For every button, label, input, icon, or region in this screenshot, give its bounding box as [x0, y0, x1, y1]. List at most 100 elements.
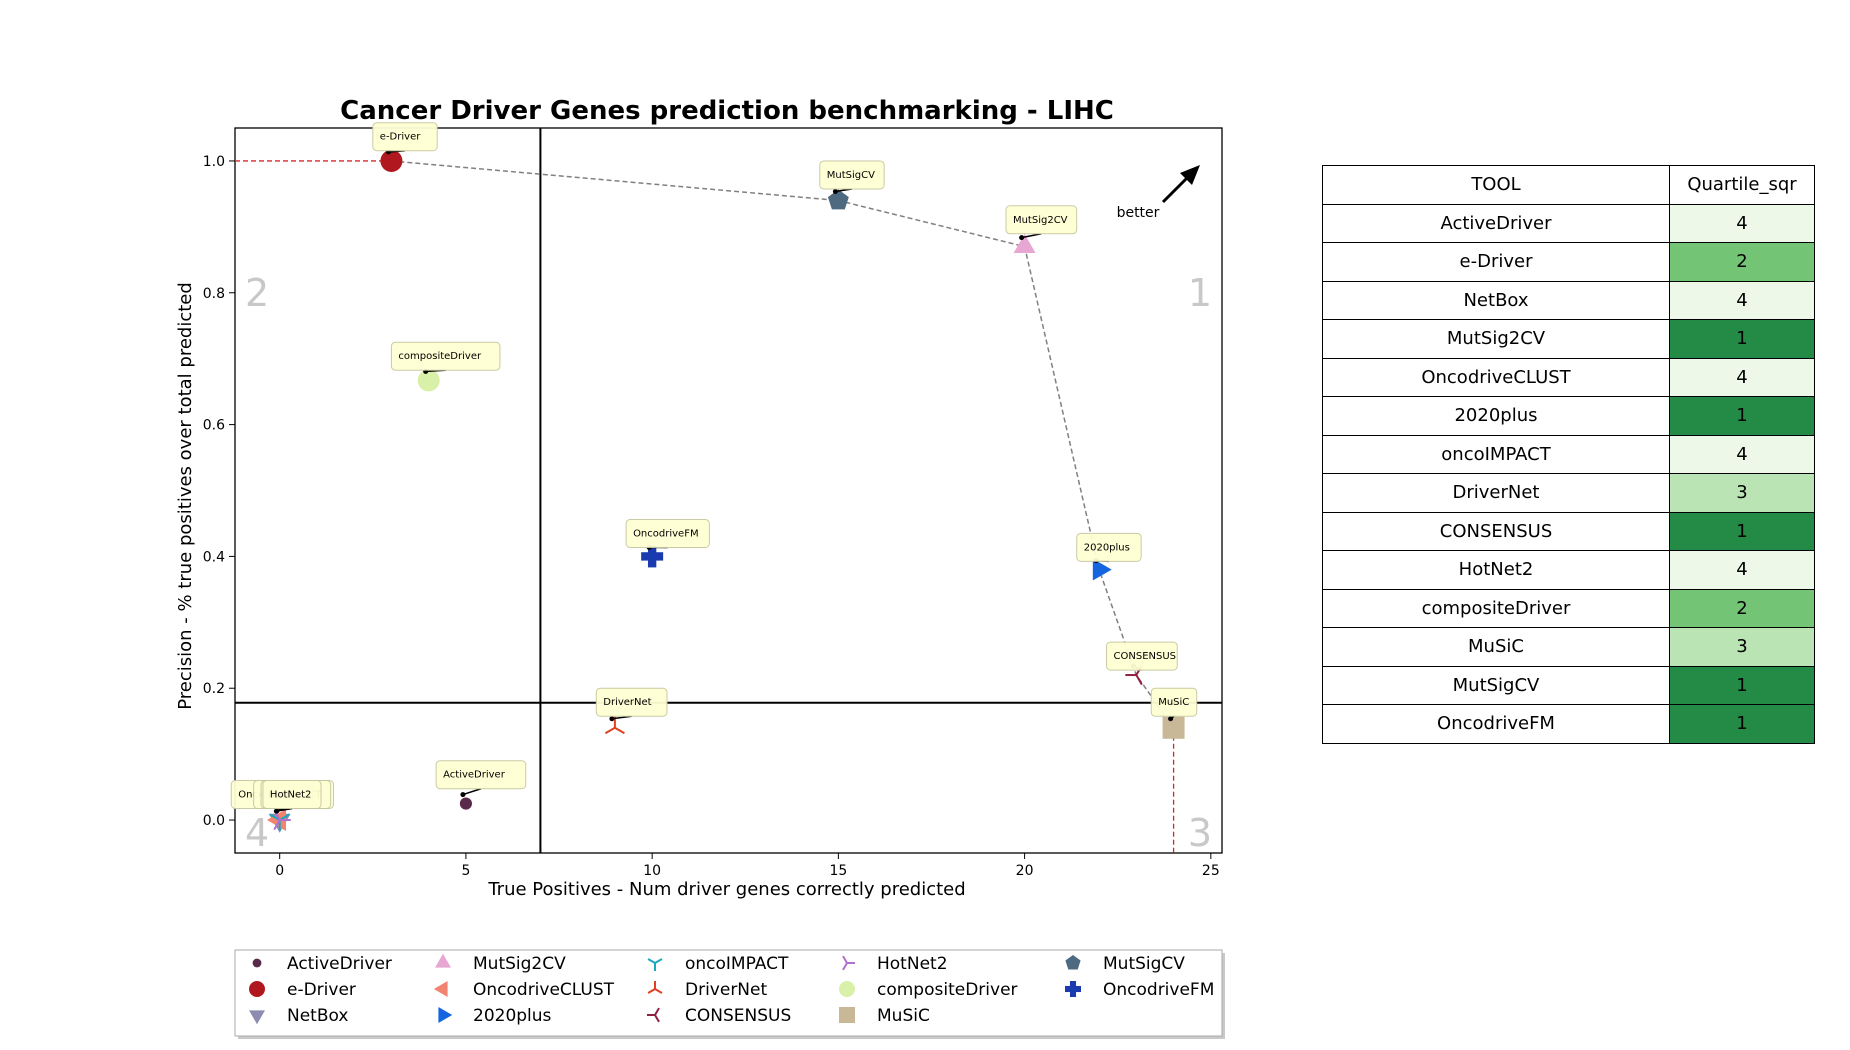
legend: ActiveDriver e-Driver NetBox MutSig2CV Oncod…	[234, 949, 1225, 1039]
annotation-label: OncodriveFM	[633, 529, 699, 540]
legend-marker	[839, 981, 855, 997]
better-arrow-shaft	[1161, 173, 1192, 204]
x-tick-label: 5	[461, 863, 470, 879]
legend-label: DriverNet	[685, 980, 767, 1000]
x-tick-label: 25	[1202, 863, 1220, 879]
legend-marker	[839, 1007, 855, 1023]
annotation: OncodriveFM	[625, 519, 710, 550]
legend-marker	[1065, 955, 1081, 970]
data-point	[1162, 716, 1185, 739]
table-cell-quartile: 4	[1669, 434, 1815, 474]
table-cell-quartile: 4	[1669, 203, 1815, 243]
y-tick-label: 0.4	[203, 549, 225, 565]
table-cell-tool: MutSigCV	[1322, 665, 1670, 705]
legend-marker	[438, 1007, 453, 1023]
plot-frame	[234, 127, 1223, 854]
table-row: MutSigCV 1	[1322, 665, 1815, 705]
table-cell-tool: OncodriveCLUST	[1322, 357, 1670, 397]
table-row: CONSENSUS 1	[1322, 511, 1815, 551]
legend-label: e-Driver	[287, 980, 356, 1000]
legend-label: HotNet2	[877, 954, 948, 974]
table-header-row: TOOL Quartile_sqr	[1322, 165, 1815, 205]
legend-marker	[252, 958, 262, 968]
legend-label: compositeDriver	[877, 980, 1018, 1000]
annotation-label: MutSigCV	[827, 170, 875, 181]
table-cell-quartile: 1	[1669, 511, 1815, 551]
table-cell-quartile: 2	[1669, 588, 1815, 628]
legend-label: OncodriveCLUST	[473, 980, 615, 1000]
table-cell-quartile: 1	[1669, 704, 1815, 744]
annotation: ActiveDriver	[435, 760, 527, 798]
legend-label: MuSiC	[877, 1006, 930, 1026]
table-cell-quartile: 4	[1669, 550, 1815, 590]
legend-label: 2020plus	[473, 1006, 552, 1026]
table-cell-quartile: 1	[1669, 396, 1815, 436]
table-cell-quartile: 3	[1669, 627, 1815, 667]
table-row: NetBox 4	[1322, 280, 1815, 320]
quartile-table: TOOL Quartile_sqr ActiveDriver 4 e-Driver 2…	[1322, 165, 1815, 744]
table-row: MuSiC 3	[1322, 627, 1815, 667]
table-cell-quartile: 3	[1669, 473, 1815, 513]
y-tick-label: 0.2	[203, 681, 225, 697]
y-axis-label: Precision - % true positives over total …	[175, 282, 196, 710]
pareto-frontier-line	[391, 160, 1175, 729]
table-row: DriverNet 3	[1322, 473, 1815, 513]
table-cell-tool: ActiveDriver	[1322, 203, 1670, 243]
quadrant-label: 2	[245, 271, 269, 315]
x-tick-label: 10	[643, 863, 661, 879]
legend-marker	[842, 955, 855, 971]
table-cell-tool: oncoIMPACT	[1322, 434, 1670, 474]
table-cell-tool: CONSENSUS	[1322, 511, 1670, 551]
table-row: HotNet2 4	[1322, 550, 1815, 590]
x-tick-label: 0	[275, 863, 284, 879]
table-cell-tool: compositeDriver	[1322, 588, 1670, 628]
legend-label: oncoIMPACT	[685, 954, 789, 974]
data-point	[641, 545, 664, 568]
table-cell-quartile: 1	[1669, 319, 1815, 359]
annotation: compositeDriver	[390, 341, 501, 374]
data-point	[1092, 558, 1112, 581]
legend-marker	[647, 958, 663, 971]
annotation: 2020plus	[1076, 532, 1142, 564]
legend-label: CONSENSUS	[685, 1006, 791, 1026]
annotation: DriverNet	[595, 687, 668, 722]
table-row: e-Driver 2	[1322, 242, 1815, 282]
legend-label: MutSigCV	[1103, 954, 1185, 974]
annotation-label: MutSig2CV	[1013, 215, 1068, 226]
table-cell-tool: MuSiC	[1322, 627, 1670, 667]
table-cell-tool: DriverNet	[1322, 473, 1670, 513]
table-row: OncodriveCLUST 4	[1322, 357, 1815, 397]
legend-marker	[1065, 981, 1081, 997]
quadrant-label: 3	[1188, 811, 1212, 855]
legend-marker	[249, 981, 265, 997]
data-point	[380, 149, 403, 172]
legend-label: OncodriveFM	[1103, 980, 1214, 1000]
annotation-label: 2020plus	[1084, 542, 1130, 553]
annotation-label: DriverNet	[603, 697, 651, 708]
legend-marker	[433, 981, 448, 997]
y-tick-label: 0.6	[203, 418, 225, 434]
quadrant-label: 1	[1188, 271, 1212, 315]
x-axis-label: True Positives - Num driver genes correc…	[487, 879, 965, 900]
data-point	[459, 797, 472, 810]
table-row: 2020plus 1	[1322, 396, 1815, 436]
chart-title: Cancer Driver Genes prediction benchmark…	[340, 96, 1114, 126]
annotation: MutSigCV	[819, 160, 885, 194]
legend-marker	[249, 1010, 265, 1025]
annotation-label: MuSiC	[1158, 697, 1189, 708]
table-cell-quartile: 4	[1669, 280, 1815, 320]
better-arrow-head	[1180, 165, 1200, 185]
table-row: ActiveDriver 4	[1322, 203, 1815, 243]
annotation-label: e-Driver	[380, 132, 421, 143]
data-point	[267, 809, 286, 831]
data-point	[417, 369, 440, 392]
x-tick-label: 15	[829, 863, 847, 879]
y-tick-label: 0.8	[203, 286, 225, 302]
data-point	[827, 189, 849, 210]
legend-marker	[647, 981, 663, 994]
annotation-label: compositeDriver	[398, 351, 482, 362]
table-cell-quartile: 2	[1669, 242, 1815, 282]
table-cell-quartile: 4	[1669, 357, 1815, 397]
table-header-tool: TOOL	[1322, 165, 1670, 205]
